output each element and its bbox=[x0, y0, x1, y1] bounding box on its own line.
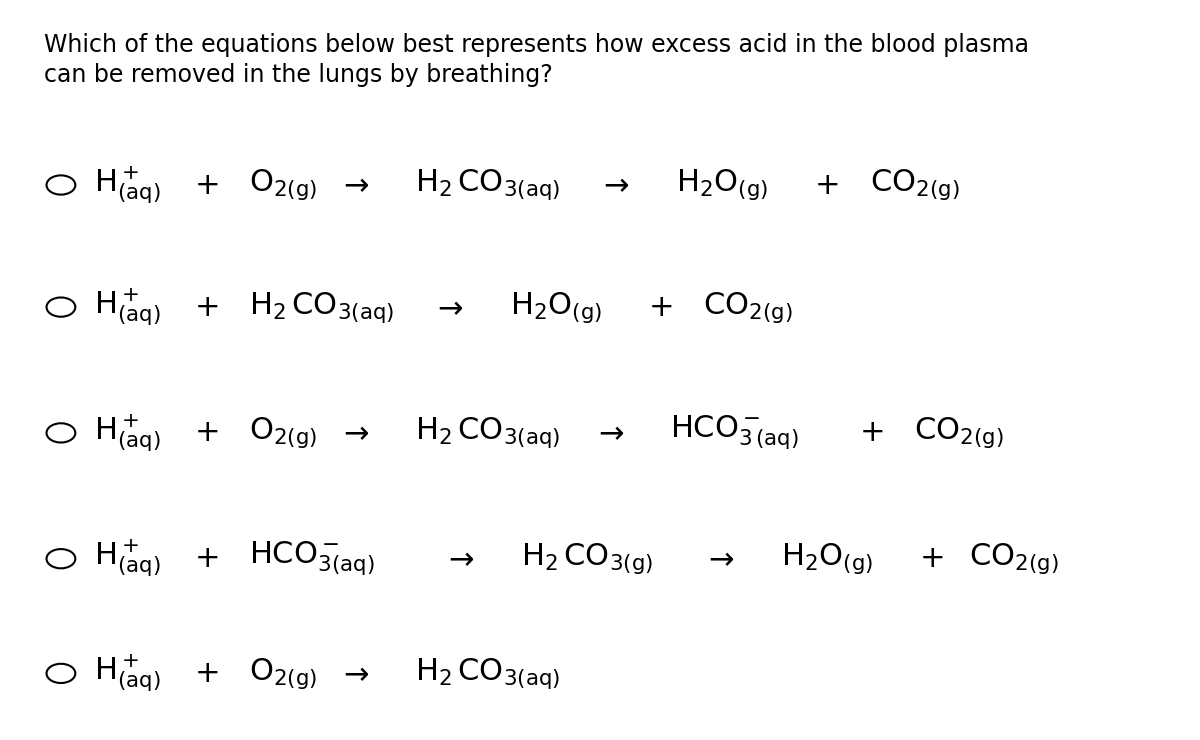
Text: $\rightarrow$: $\rightarrow$ bbox=[703, 544, 736, 574]
Text: $+$: $+$ bbox=[194, 544, 218, 574]
Text: $\mathregular{H_2\,CO_{3(g)}}$: $\mathregular{H_2\,CO_{3(g)}}$ bbox=[521, 541, 653, 576]
Text: $\rightarrow$: $\rightarrow$ bbox=[338, 659, 370, 688]
Text: $+$: $+$ bbox=[194, 170, 218, 200]
Text: $+$: $+$ bbox=[919, 544, 944, 574]
Text: $\mathregular{H_2\,CO_{3(aq)}}$: $\mathregular{H_2\,CO_{3(aq)}}$ bbox=[415, 656, 560, 691]
Text: $\mathregular{CO_{2(g)}}$: $\mathregular{CO_{2(g)}}$ bbox=[870, 167, 959, 203]
Text: $\mathregular{HCO^-_{3\,(aq)}}$: $\mathregular{HCO^-_{3\,(aq)}}$ bbox=[671, 414, 799, 452]
Text: $\mathregular{CO_{2(g)}}$: $\mathregular{CO_{2(g)}}$ bbox=[914, 415, 1003, 451]
Text: $+$: $+$ bbox=[648, 292, 672, 322]
Text: $\mathregular{H^+_{(aq)}}$: $\mathregular{H^+_{(aq)}}$ bbox=[94, 538, 161, 579]
Text: $\mathregular{H^+_{(aq)}}$: $\mathregular{H^+_{(aq)}}$ bbox=[94, 164, 161, 206]
Text: $\mathregular{CO_{2(g)}}$: $\mathregular{CO_{2(g)}}$ bbox=[703, 289, 793, 325]
Text: $\rightarrow$: $\rightarrow$ bbox=[432, 292, 464, 322]
Text: $+$: $+$ bbox=[194, 292, 218, 322]
Text: $+$: $+$ bbox=[815, 170, 839, 200]
Text: $+$: $+$ bbox=[194, 418, 218, 448]
Text: $\rightarrow$: $\rightarrow$ bbox=[599, 170, 630, 200]
Text: $\rightarrow$: $\rightarrow$ bbox=[443, 544, 475, 574]
Text: can be removed in the lungs by breathing?: can be removed in the lungs by breathing… bbox=[44, 63, 553, 87]
Text: $\mathregular{HCO^-_{3(aq)}}$: $\mathregular{HCO^-_{3(aq)}}$ bbox=[250, 539, 374, 578]
Text: $\mathregular{O_{2(g)}}$: $\mathregular{O_{2(g)}}$ bbox=[250, 415, 318, 451]
Text: $\mathregular{H_2O_{(g)}}$: $\mathregular{H_2O_{(g)}}$ bbox=[676, 167, 768, 203]
Text: $\mathregular{H_2\,CO_{3(aq)}}$: $\mathregular{H_2\,CO_{3(aq)}}$ bbox=[250, 289, 395, 325]
Text: $\mathregular{H^+_{(aq)}}$: $\mathregular{H^+_{(aq)}}$ bbox=[94, 653, 161, 694]
Text: Which of the equations below best represents how excess acid in the blood plasma: Which of the equations below best repres… bbox=[44, 33, 1030, 57]
Text: $\mathregular{O_{2(g)}}$: $\mathregular{O_{2(g)}}$ bbox=[250, 656, 318, 691]
Text: $\rightarrow$: $\rightarrow$ bbox=[593, 418, 625, 448]
Text: $\mathregular{H_2O_{(g)}}$: $\mathregular{H_2O_{(g)}}$ bbox=[510, 289, 602, 325]
Text: $\mathregular{H_2O_{(g)}}$: $\mathregular{H_2O_{(g)}}$ bbox=[781, 541, 874, 576]
Text: $\mathregular{H^+_{(aq)}}$: $\mathregular{H^+_{(aq)}}$ bbox=[94, 286, 161, 328]
Text: $\rightarrow$: $\rightarrow$ bbox=[338, 418, 370, 448]
Text: $\rightarrow$: $\rightarrow$ bbox=[338, 170, 370, 200]
Text: $\mathregular{CO_{2(g)}}$: $\mathregular{CO_{2(g)}}$ bbox=[970, 541, 1058, 576]
Text: $\mathregular{H_2\,CO_{3(aq)}}$: $\mathregular{H_2\,CO_{3(aq)}}$ bbox=[415, 415, 560, 451]
Text: $+$: $+$ bbox=[858, 418, 883, 448]
Text: $\mathregular{H_2\,CO_{3(aq)}}$: $\mathregular{H_2\,CO_{3(aq)}}$ bbox=[415, 167, 560, 203]
Text: $+$: $+$ bbox=[194, 659, 218, 688]
Text: $\mathregular{H^+_{(aq)}}$: $\mathregular{H^+_{(aq)}}$ bbox=[94, 412, 161, 454]
Text: $\mathregular{O_{2(g)}}$: $\mathregular{O_{2(g)}}$ bbox=[250, 167, 318, 203]
